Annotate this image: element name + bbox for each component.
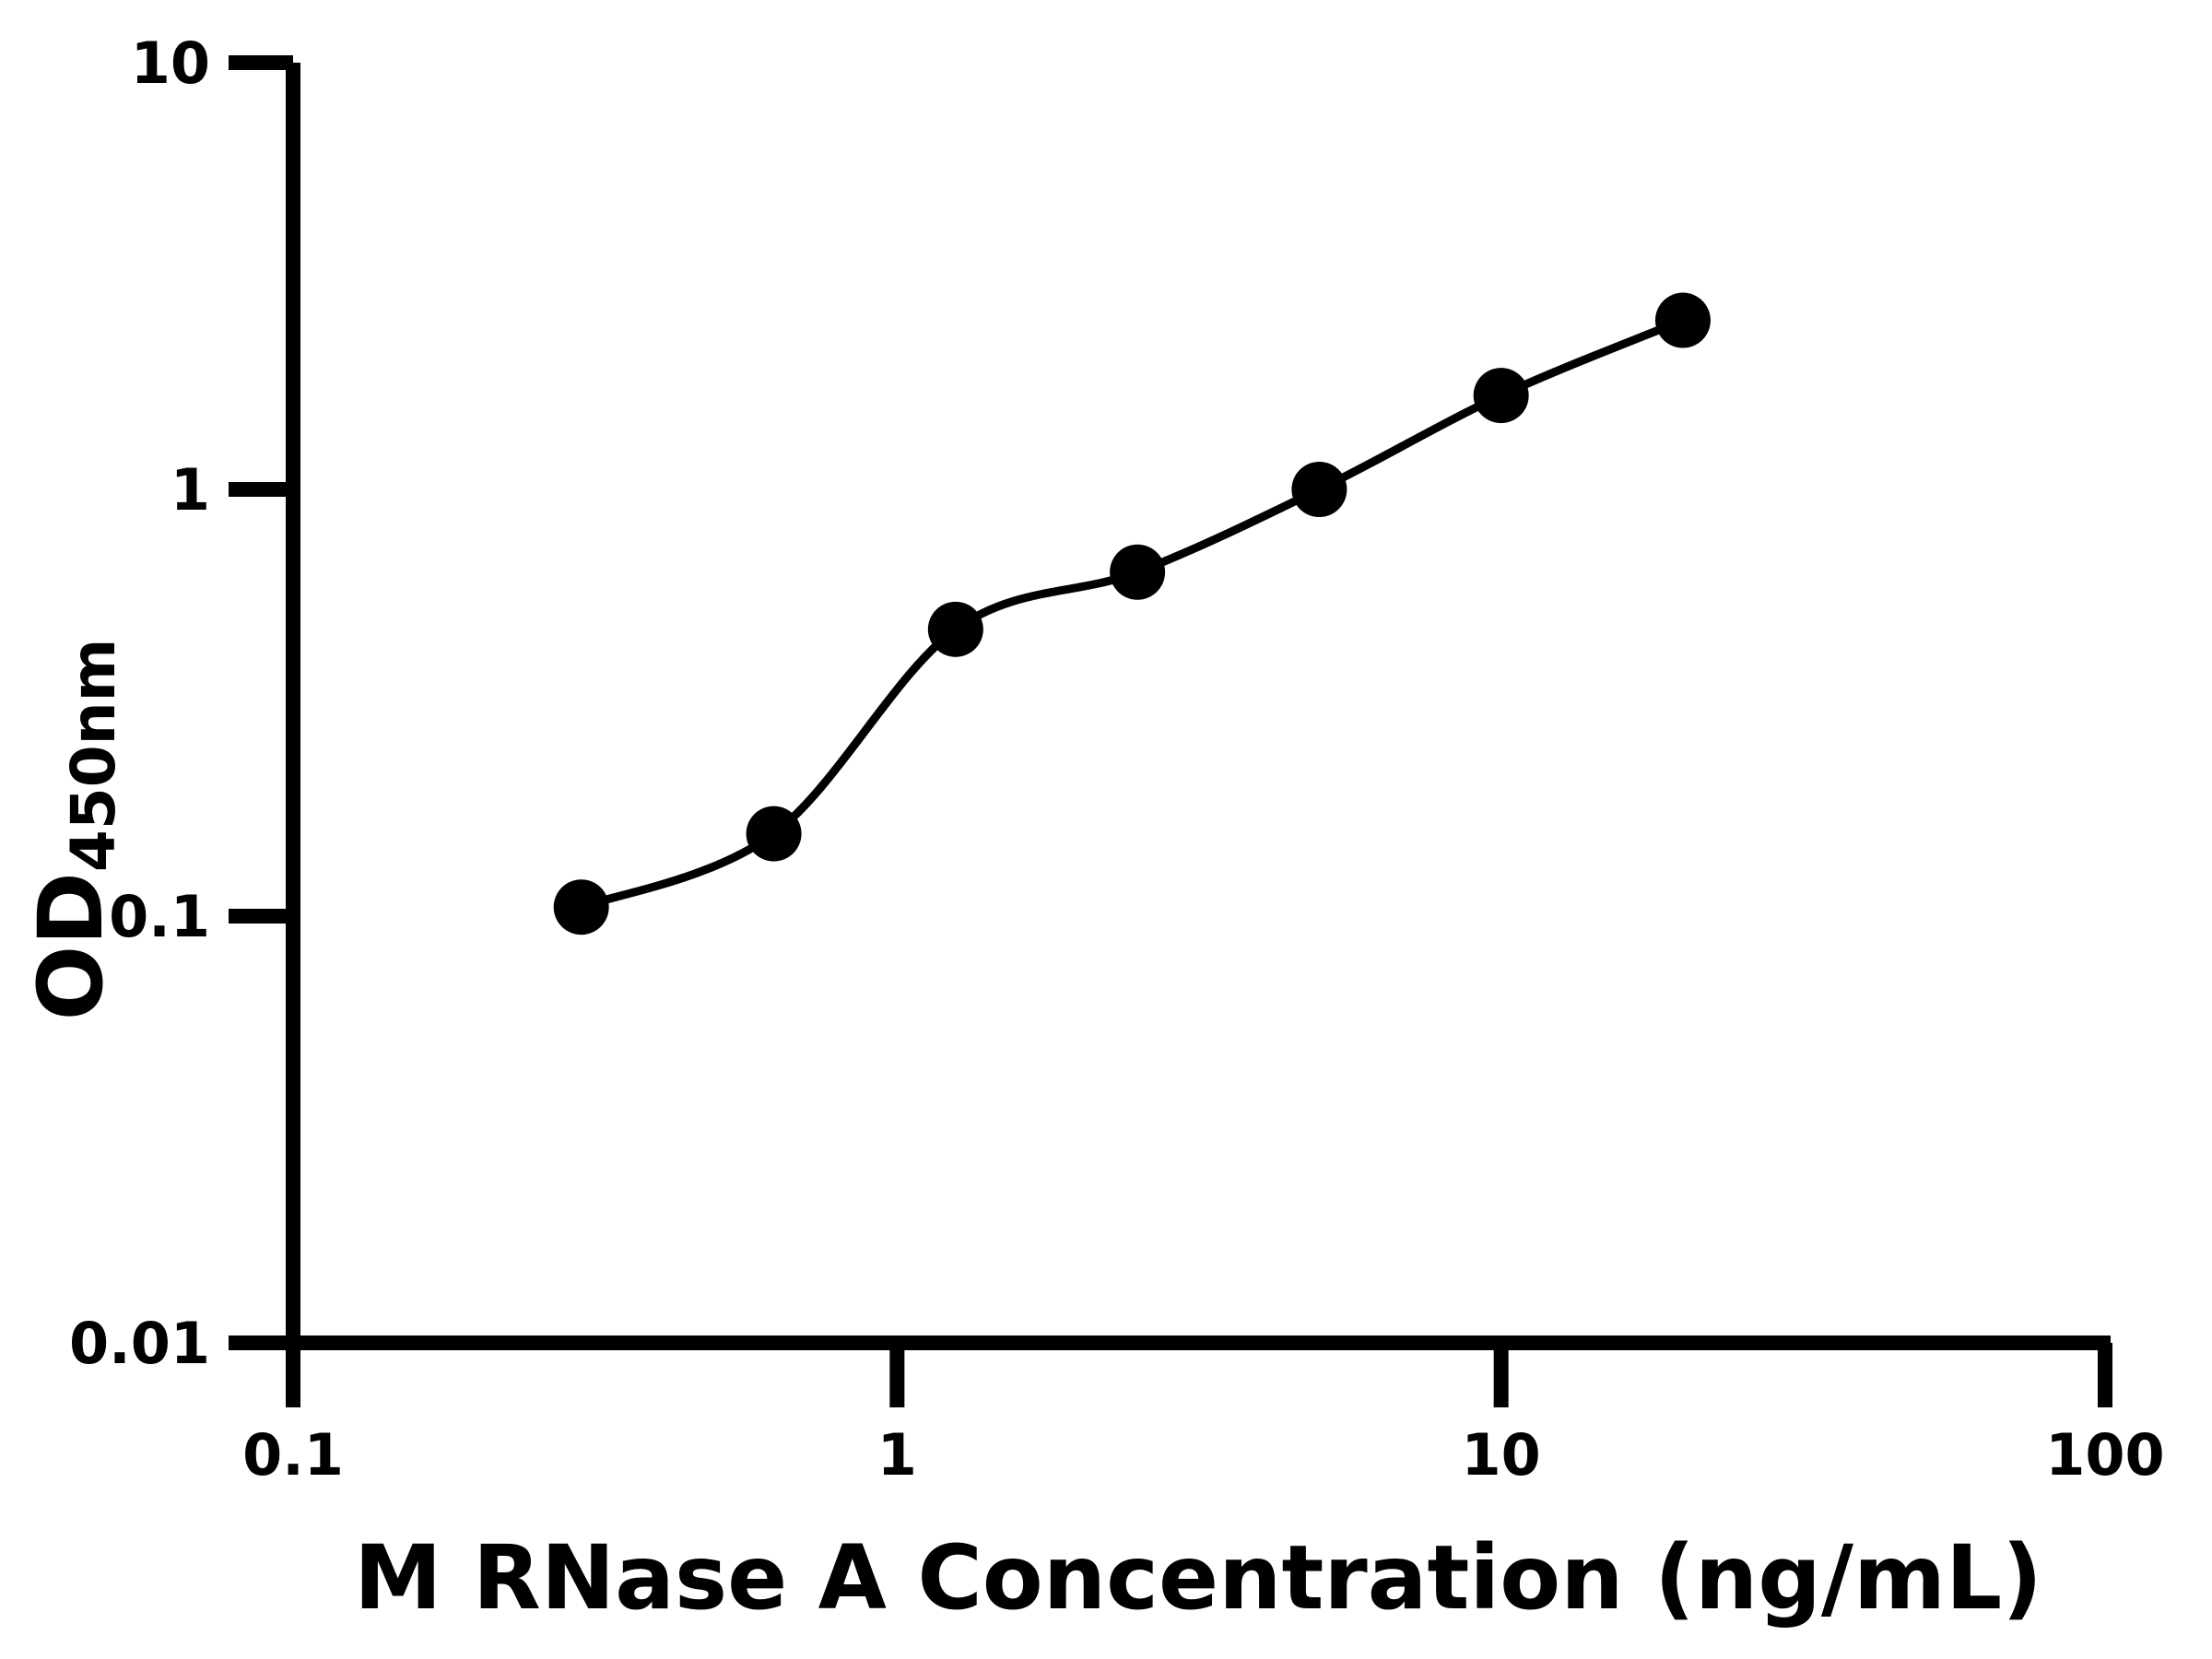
data-point-4: [1291, 462, 1347, 517]
axis-lines: [286, 63, 2111, 1350]
data-point-2: [927, 601, 983, 657]
data-point-3: [1110, 544, 1166, 600]
y-tick-label-10: 10: [131, 29, 210, 97]
y-axis-title-main: OD450nm: [19, 639, 129, 1021]
y-tick-label-0.1: 0.1: [109, 883, 210, 950]
x-tick-label-10: 10: [1462, 1421, 1541, 1488]
y-axis-tick-labels: 0.01 0.1 1 10: [69, 29, 210, 1377]
x-tick-label-100: 100: [2045, 1421, 2164, 1488]
x-tick-label-0.1: 0.1: [242, 1421, 344, 1488]
data-points: [553, 292, 1711, 935]
y-tick-label-0.01: 0.01: [69, 1310, 210, 1377]
x-tick-label-1: 1: [877, 1421, 917, 1488]
data-point-5: [1473, 368, 1529, 424]
data-point-0: [553, 879, 609, 935]
y-axis-title: OD450nm: [19, 639, 129, 1021]
x-axis-title: M RNase A Concentration (ng/mL): [354, 1526, 2042, 1630]
y-tick-label-1: 1: [171, 456, 210, 524]
data-point-6: [1654, 292, 1711, 348]
y-axis-ticks: [229, 55, 293, 1350]
x-axis-tick-labels: 0.1 1 10 100: [242, 1421, 2165, 1488]
x-axis-ticks: [286, 1343, 2112, 1407]
data-point-1: [746, 806, 802, 862]
